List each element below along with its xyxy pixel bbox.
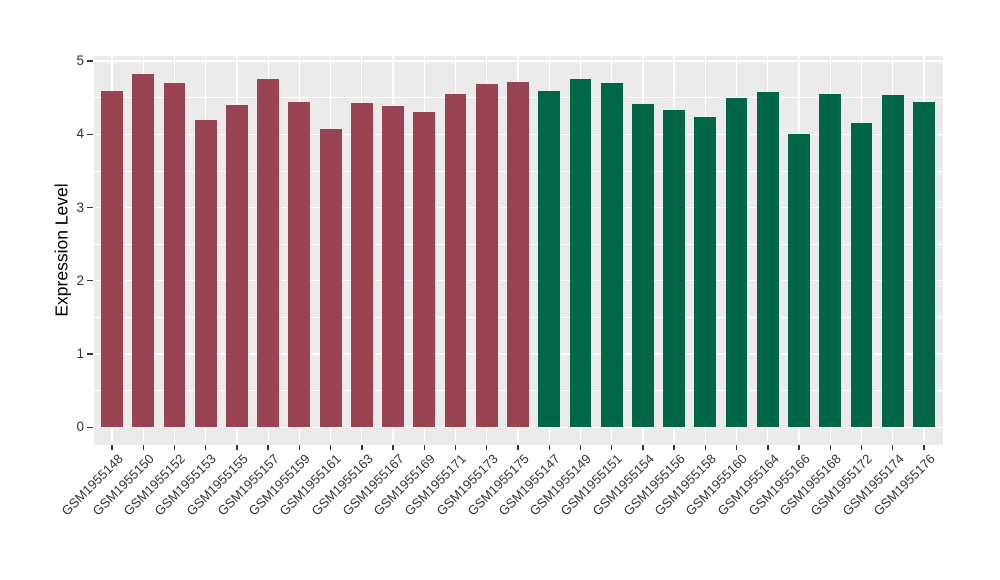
x-tick-mark <box>329 445 332 450</box>
x-tick-mark <box>298 445 301 450</box>
bar-GSM1955148 <box>101 91 123 428</box>
x-tick-mark <box>673 445 675 450</box>
x-tick-mark <box>923 445 925 450</box>
bar-GSM1955169 <box>413 112 436 428</box>
x-tick-mark <box>860 445 863 450</box>
x-tick-mark <box>579 445 582 450</box>
bar-GSM1955157 <box>257 78 280 428</box>
bar-GSM1955168 <box>819 94 842 428</box>
y-tick-label: 4 <box>76 126 84 142</box>
bar-GSM1955166 <box>788 133 810 428</box>
bar-GSM1955175 <box>507 82 529 428</box>
x-tick-mark <box>454 445 457 450</box>
y-tick-mark <box>87 133 93 135</box>
y-tick-mark <box>87 426 93 428</box>
x-tick-mark <box>142 445 144 450</box>
bar-GSM1955151 <box>600 83 623 428</box>
x-tick-mark <box>735 445 738 450</box>
y-tick-label: 0 <box>76 419 84 435</box>
x-tick-mark <box>173 445 176 450</box>
y-tick-label: 5 <box>76 53 84 69</box>
bar-GSM1955150 <box>132 74 155 428</box>
x-tick-mark <box>204 445 207 450</box>
y-tick-label: 2 <box>76 272 84 288</box>
bar-GSM1955159 <box>288 102 311 428</box>
x-tick-mark <box>892 445 894 450</box>
bar-GSM1955154 <box>632 104 654 428</box>
bar-GSM1955176 <box>913 102 935 428</box>
y-tick-mark <box>87 280 93 282</box>
x-tick-mark <box>486 445 488 450</box>
x-tick-mark <box>642 445 644 450</box>
x-tick-mark <box>798 445 800 450</box>
bar-GSM1955172 <box>850 123 873 428</box>
bar-GSM1955161 <box>319 129 342 428</box>
x-tick-mark <box>236 445 238 450</box>
x-tick-mark <box>829 445 831 450</box>
bar-GSM1955158 <box>694 117 717 428</box>
y-tick-mark <box>87 353 93 355</box>
bar-GSM1955173 <box>475 84 498 428</box>
y-tick-label: 3 <box>76 199 84 215</box>
x-tick-mark <box>267 445 269 450</box>
x-tick-mark <box>767 445 769 450</box>
y-tick-label: 1 <box>76 346 84 362</box>
bar-GSM1955160 <box>725 98 748 428</box>
y-tick-mark <box>87 206 93 209</box>
x-tick-mark <box>704 445 707 450</box>
bar-GSM1955155 <box>226 105 248 428</box>
bar-GSM1955156 <box>663 110 686 428</box>
x-tick-mark <box>423 445 425 450</box>
x-tick-mark <box>111 445 113 450</box>
y-tick-mark <box>87 60 93 62</box>
gridline-major-y <box>94 60 943 62</box>
bar-GSM1955153 <box>194 120 217 428</box>
plot-panel <box>94 56 943 445</box>
gridline-major-y <box>94 426 943 428</box>
bar-GSM1955164 <box>756 91 779 428</box>
bar-GSM1955174 <box>881 95 904 428</box>
bar-GSM1955171 <box>444 94 467 428</box>
bar-GSM1955152 <box>163 83 186 428</box>
bar-GSM1955167 <box>382 105 404 428</box>
x-tick-mark <box>392 445 394 450</box>
x-tick-mark <box>610 445 613 450</box>
x-tick-mark <box>517 445 519 450</box>
x-tick-mark <box>548 445 550 450</box>
x-tick-mark <box>361 445 363 450</box>
bar-GSM1955149 <box>569 78 592 428</box>
bar-GSM1955147 <box>538 91 561 428</box>
bar-GSM1955163 <box>350 102 373 428</box>
